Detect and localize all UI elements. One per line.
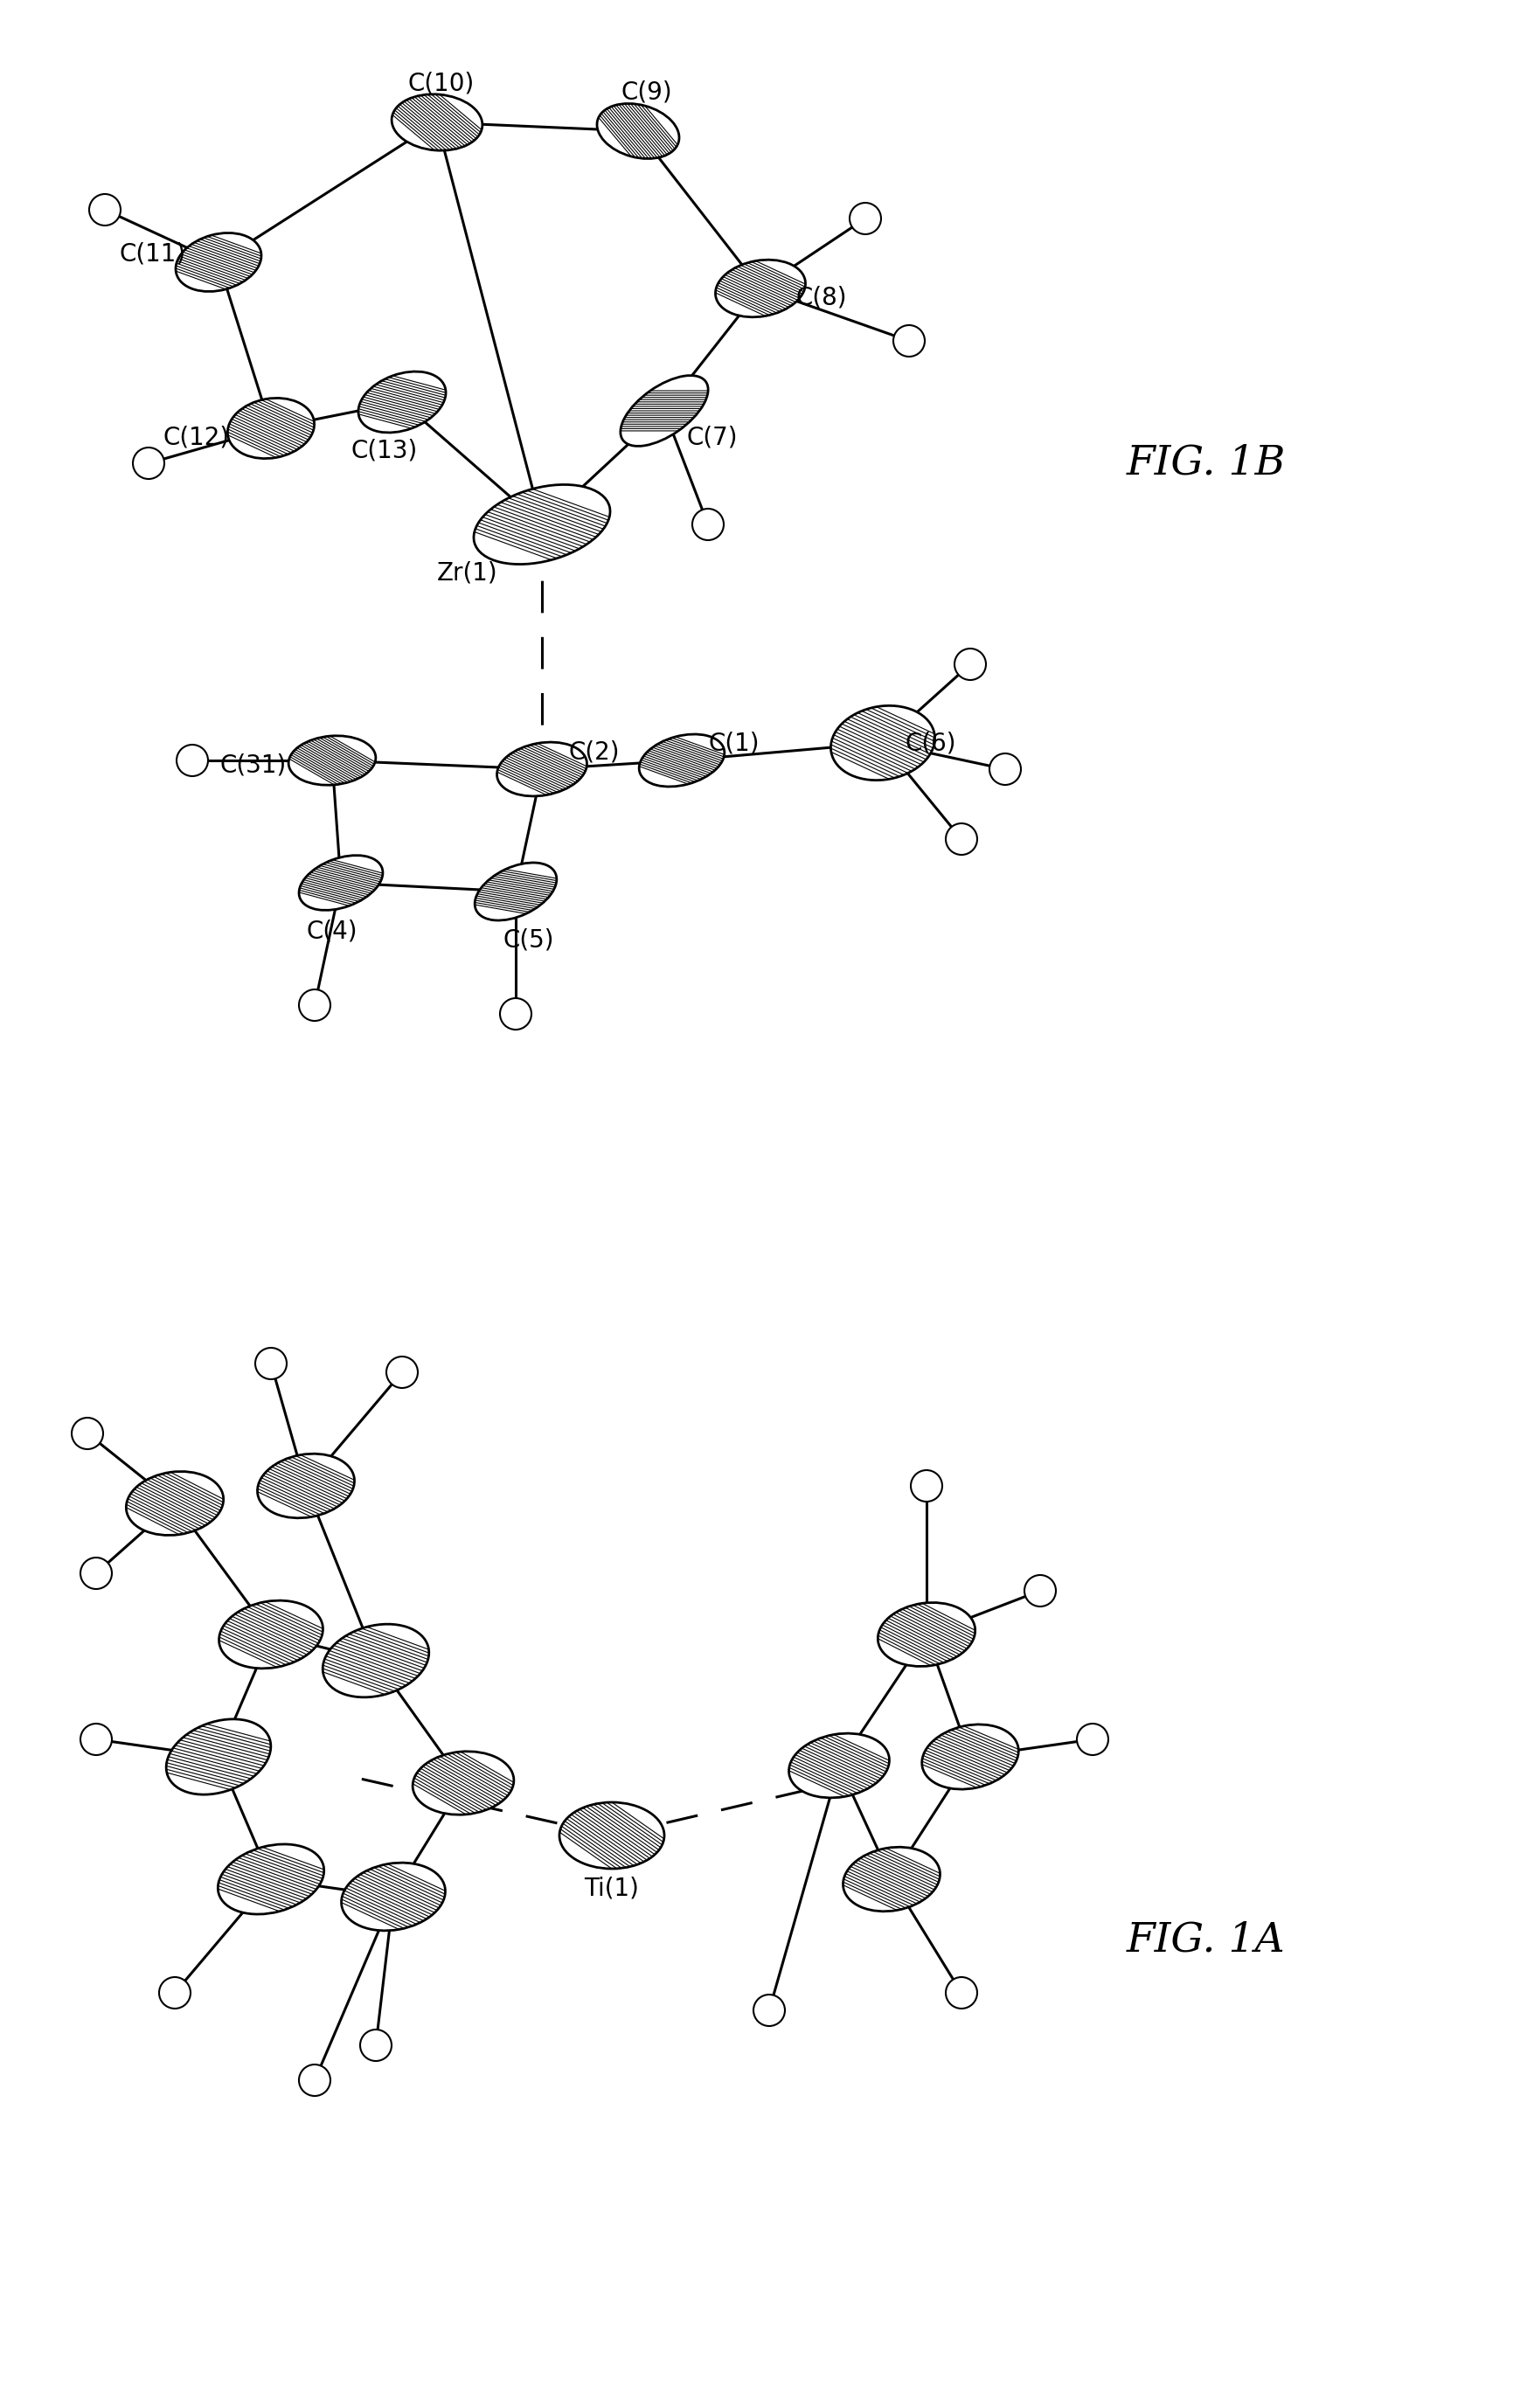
Circle shape (133, 448, 164, 479)
Text: C(13): C(13) (351, 438, 417, 462)
Circle shape (692, 508, 724, 539)
Ellipse shape (638, 734, 724, 787)
Circle shape (176, 744, 209, 775)
Circle shape (80, 1724, 112, 1755)
Text: C(2): C(2) (569, 739, 620, 763)
Text: C(11): C(11) (120, 241, 186, 265)
Ellipse shape (558, 1801, 664, 1869)
Ellipse shape (830, 706, 934, 780)
Ellipse shape (299, 855, 382, 910)
Ellipse shape (474, 862, 557, 920)
Circle shape (255, 1348, 287, 1380)
Circle shape (893, 325, 925, 356)
Text: C(6): C(6) (905, 730, 956, 756)
Ellipse shape (258, 1454, 354, 1517)
Ellipse shape (620, 376, 707, 445)
Circle shape (1077, 1724, 1108, 1755)
Text: Ti(1): Ti(1) (584, 1876, 640, 1900)
Text: FIG. 1B: FIG. 1B (1126, 443, 1285, 484)
Ellipse shape (715, 260, 805, 318)
Circle shape (72, 1418, 103, 1450)
Ellipse shape (413, 1751, 514, 1816)
Text: C(9): C(9) (621, 79, 672, 104)
Ellipse shape (175, 234, 261, 291)
Ellipse shape (166, 1719, 270, 1794)
Circle shape (387, 1356, 417, 1387)
Circle shape (850, 202, 881, 234)
Ellipse shape (357, 371, 445, 433)
Ellipse shape (288, 737, 376, 785)
Ellipse shape (842, 1847, 939, 1912)
Ellipse shape (322, 1623, 428, 1698)
Circle shape (989, 754, 1020, 785)
Text: C(12): C(12) (163, 424, 230, 450)
Text: C(7): C(7) (686, 424, 738, 450)
Text: C(8): C(8) (796, 284, 847, 308)
Ellipse shape (788, 1734, 888, 1799)
Text: FIG. 1A: FIG. 1A (1126, 1922, 1285, 1960)
Ellipse shape (922, 1724, 1019, 1789)
Ellipse shape (218, 1845, 324, 1914)
Ellipse shape (391, 94, 482, 152)
Text: C(10): C(10) (408, 70, 474, 96)
Circle shape (360, 2030, 391, 2061)
Circle shape (910, 1471, 942, 1503)
Text: Zr(1): Zr(1) (437, 561, 497, 585)
Circle shape (500, 999, 531, 1031)
Text: C(1): C(1) (709, 730, 759, 756)
Ellipse shape (227, 397, 314, 458)
Circle shape (753, 1994, 784, 2025)
Text: C(4): C(4) (307, 917, 357, 944)
Circle shape (299, 990, 330, 1021)
Ellipse shape (126, 1471, 224, 1536)
Ellipse shape (597, 104, 678, 159)
Ellipse shape (877, 1604, 974, 1666)
Circle shape (945, 1977, 977, 2008)
Circle shape (80, 1558, 112, 1589)
Circle shape (299, 2064, 330, 2095)
Circle shape (89, 195, 121, 226)
Ellipse shape (341, 1864, 445, 1931)
Ellipse shape (474, 484, 611, 563)
Text: C(31): C(31) (219, 754, 287, 778)
Circle shape (954, 648, 985, 679)
Circle shape (160, 1977, 190, 2008)
Text: C(5): C(5) (503, 927, 554, 951)
Circle shape (945, 824, 977, 855)
Ellipse shape (497, 742, 586, 797)
Ellipse shape (219, 1601, 322, 1669)
Circle shape (1023, 1575, 1055, 1606)
